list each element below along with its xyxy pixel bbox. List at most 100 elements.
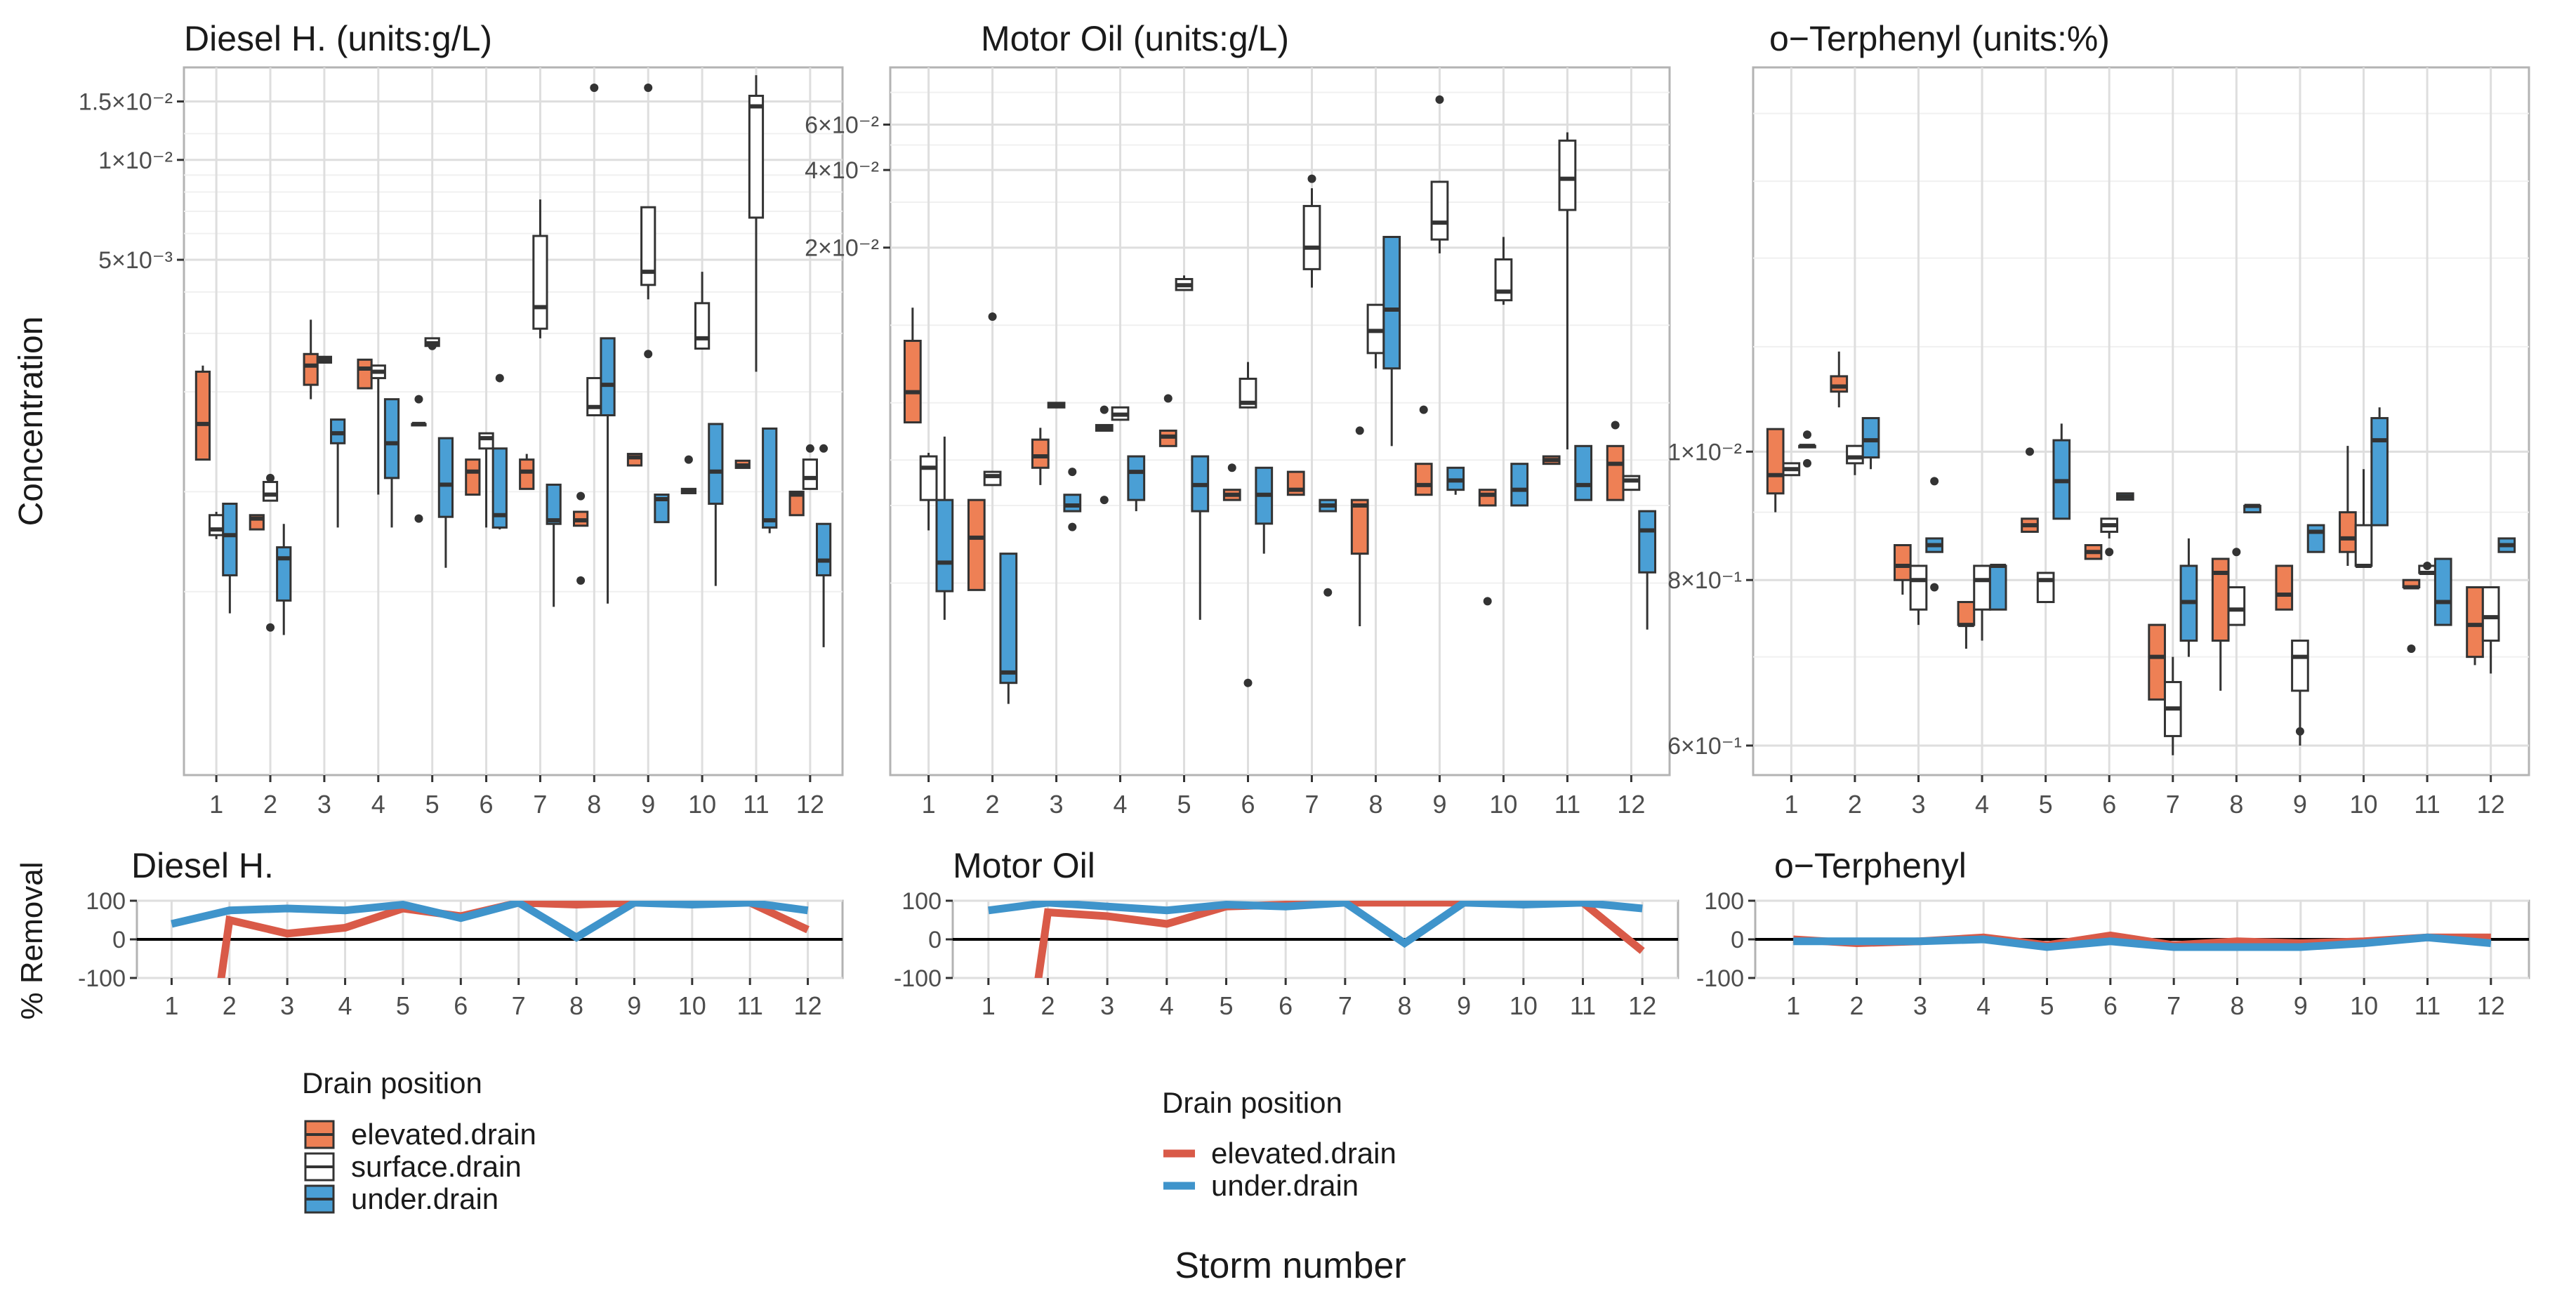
motor-box-box-3-under xyxy=(1063,468,1082,531)
motor-box-box-5-surface xyxy=(1175,275,1194,291)
terphenyl-box-x-tick-label-6: 7 xyxy=(2166,790,2180,819)
diesel-box-box-2-surface-outlier-0 xyxy=(266,623,275,632)
terphenyl-box-box-11-under xyxy=(2433,557,2452,626)
diesel-box-box-12-under-outlier-0 xyxy=(819,444,828,453)
terphenyl-box-box-12-surface xyxy=(2481,586,2500,674)
diesel-box-y-tick-label-2: 1.5×10⁻² xyxy=(79,89,173,116)
terphenyl-box-title: o−Terphenyl (units:%) xyxy=(1769,19,2110,58)
terphenyl-box-y-tick-label-2: 1×10⁻² xyxy=(1667,439,1742,465)
diesel-box-box-1-surface-body xyxy=(209,514,225,536)
under-legend-label: under.drain xyxy=(351,1182,498,1215)
diesel-box-box-9-surface-body xyxy=(640,206,656,286)
diesel-box-box-8-under xyxy=(600,337,616,604)
terphenyl-removal-x-tick-label-6: 7 xyxy=(2167,991,2181,1020)
motor-box-box-11-surface xyxy=(1558,132,1577,450)
terphenyl-box-box-6-surface xyxy=(2100,517,2119,557)
terphenyl-box-box-2-under xyxy=(1861,417,1880,470)
motor-box-box-10-surface xyxy=(1494,237,1513,305)
motor-box-box-2-under xyxy=(999,553,1018,704)
terphenyl-box-box-2-elevated-body xyxy=(1830,375,1849,393)
motor-removal-x-tick-label-5: 6 xyxy=(1279,991,1293,1020)
terphenyl-box-box-10-elevated-body xyxy=(2339,511,2357,553)
terphenyl-removal-x-tick-label-9: 10 xyxy=(2350,991,2378,1020)
diesel-removal-x-tick-label-11: 12 xyxy=(794,991,822,1020)
motor-removal-y-tick-label-1: 0 xyxy=(928,927,942,953)
box-legend-item-surface: surface.drain xyxy=(304,1150,522,1183)
diesel-box-box-6-surface-body xyxy=(478,432,494,450)
diesel-box-box-2-surface-body xyxy=(262,481,279,502)
motor-box-box-12-elevated-body xyxy=(1606,444,1625,501)
diesel-removal-x-tick-label-5: 6 xyxy=(454,991,468,1020)
terphenyl-removal-x-tick-label-0: 1 xyxy=(1786,991,1800,1020)
motor-box-box-7-under xyxy=(1319,498,1337,597)
diesel-box-box-1-under-body xyxy=(222,503,238,576)
diesel-box-x-tick-label-11: 12 xyxy=(796,790,824,819)
diesel-box-box-4-elevated-body xyxy=(357,358,373,390)
motor-box-box-11-elevated xyxy=(1542,455,1561,465)
motor-box-box-3-under-outlier-0 xyxy=(1068,468,1077,477)
motor-box-box-10-under-body xyxy=(1510,463,1529,507)
motor-box-box-12-surface xyxy=(1622,475,1641,491)
motor-removal-x-tick-label-6: 7 xyxy=(1338,991,1352,1020)
motor-box-box-10-surface-body xyxy=(1494,258,1513,302)
diesel-box-box-11-under-body xyxy=(762,427,778,529)
diesel-box-box-4-under xyxy=(383,398,400,528)
terphenyl-box-box-9-elevated xyxy=(2275,564,2294,611)
terphenyl-box-box-5-surface xyxy=(2036,571,2055,604)
under-line-legend-label: under.drain xyxy=(1211,1169,1359,1202)
motor-box-plot-area xyxy=(889,66,1671,776)
diesel-box-box-2-under xyxy=(276,524,292,635)
terphenyl-box-box-11-surface xyxy=(2418,561,2436,576)
motor-box-panel: Motor Oil (units:g/L) 2×10⁻² 4×10⁻² 6×10⁻²… xyxy=(805,19,1671,819)
terphenyl-box-box-9-under xyxy=(2306,524,2325,553)
motor-box-box-2-surface xyxy=(983,312,1002,487)
motor-box-box-1-under xyxy=(935,436,954,620)
terphenyl-box-x-tick-label-2: 3 xyxy=(1911,790,1925,819)
terphenyl-removal-y-tick-label-2: 100 xyxy=(1704,888,1744,915)
diesel-box-box-12-surface xyxy=(802,444,818,490)
motor-box-x-tick-label-11: 12 xyxy=(1617,790,1645,819)
diesel-removal-series-under.drain xyxy=(171,901,809,942)
motor-box-box-8-under-body xyxy=(1382,235,1401,370)
diesel-box-x-tick-label-2: 3 xyxy=(317,790,331,819)
box-legend-item-elevated: elevated.drain xyxy=(304,1118,536,1151)
diesel-box-panel: Diesel H. (units:g/L) 5×10⁻³ 1×10⁻² 1.5×10… xyxy=(79,19,844,819)
diesel-box-x-tick-label-8: 9 xyxy=(641,790,655,819)
terphenyl-removal-x-tick-label-3: 4 xyxy=(1976,991,1990,1020)
diesel-removal-x-tick-label-4: 5 xyxy=(396,991,410,1020)
motor-box-box-4-elevated-outlier-1 xyxy=(1099,496,1109,505)
diesel-box-box-10-surface xyxy=(694,272,711,350)
terphenyl-box-x-tick-label-8: 9 xyxy=(2293,790,2307,819)
diesel-box-box-5-elevated xyxy=(411,395,427,523)
terphenyl-box-box-4-surface xyxy=(1973,564,1991,641)
line-legend-item-under: under.drain xyxy=(1163,1169,1359,1202)
motor-box-box-11-under xyxy=(1574,444,1593,501)
diesel-box-box-6-elevated xyxy=(465,458,481,496)
terphenyl-box-box-8-surface-body xyxy=(2227,586,2246,626)
diesel-removal-x-tick-label-3: 4 xyxy=(338,991,352,1020)
terphenyl-box-box-10-under-body xyxy=(2370,417,2389,527)
motor-box-box-11-surface-body xyxy=(1558,139,1577,211)
motor-box-box-2-surface-body xyxy=(983,470,1002,487)
diesel-box-box-3-elevated-body xyxy=(303,352,319,386)
box-legend: Drain position elevated.drain surface.dr… xyxy=(302,1066,536,1215)
elevated-legend-label: elevated.drain xyxy=(351,1118,536,1151)
motor-box-x-tick-label-8: 9 xyxy=(1432,790,1446,819)
diesel-box-box-5-under xyxy=(437,437,454,568)
terphenyl-removal-x-tick-label-1: 2 xyxy=(1850,991,1864,1020)
terphenyl-box-x-tick-label-9: 10 xyxy=(2349,790,2377,819)
motor-box-box-3-under-outlier-1 xyxy=(1068,522,1077,531)
motor-box-box-8-elevated xyxy=(1350,426,1369,627)
motor-box-box-9-surface xyxy=(1430,95,1449,253)
motor-removal-x-tick-label-11: 12 xyxy=(1628,991,1656,1020)
diesel-box-x-tick-label-9: 10 xyxy=(688,790,716,819)
terphenyl-box-box-4-surface-body xyxy=(1973,564,1991,611)
motor-box-box-9-elevated-outlier-0 xyxy=(1419,405,1428,414)
motor-removal-x-tick-label-3: 4 xyxy=(1160,991,1174,1020)
diesel-box-box-10-surface-body xyxy=(694,302,711,350)
surface-legend-label: surface.drain xyxy=(351,1150,522,1183)
motor-box-box-7-elevated xyxy=(1286,470,1305,496)
motor-box-box-2-elevated xyxy=(967,498,986,591)
diesel-box-box-5-surface xyxy=(424,337,440,350)
terphenyl-box-x-tick-label-1: 2 xyxy=(1848,790,1862,819)
